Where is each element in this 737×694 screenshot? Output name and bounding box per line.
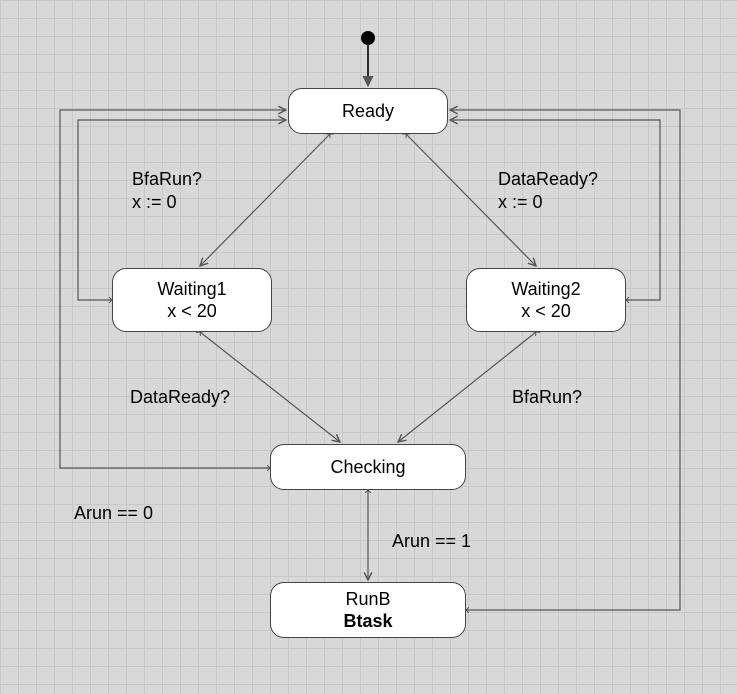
state-runb-label: RunB	[345, 588, 390, 611]
edge-label-w1-check: DataReady?	[130, 386, 230, 409]
state-waiting1-label: Waiting1	[157, 278, 226, 301]
diagram-canvas: Ready Waiting1 x < 20 Waiting2 x < 20 Ch…	[0, 0, 737, 694]
state-ready[interactable]: Ready	[288, 88, 448, 134]
edge-label-arun0: Arun == 0	[74, 502, 153, 525]
state-ready-label: Ready	[342, 100, 394, 123]
state-waiting2-invariant: x < 20	[521, 300, 571, 323]
initial-state-icon	[361, 31, 375, 45]
edge-label-ready-w1: BfaRun? x := 0	[132, 168, 202, 213]
edge-label-ready-w2: DataReady? x := 0	[498, 168, 598, 213]
state-waiting1-invariant: x < 20	[167, 300, 217, 323]
state-runb-sub: Btask	[343, 610, 392, 633]
state-checking-label: Checking	[330, 456, 405, 479]
state-waiting2-label: Waiting2	[511, 278, 580, 301]
state-checking[interactable]: Checking	[270, 444, 466, 490]
state-runb[interactable]: RunB Btask	[270, 582, 466, 638]
edge-label-check-runb: Arun == 1	[392, 530, 471, 553]
edge-label-w2-check: BfaRun?	[512, 386, 582, 409]
state-waiting1[interactable]: Waiting1 x < 20	[112, 268, 272, 332]
state-waiting2[interactable]: Waiting2 x < 20	[466, 268, 626, 332]
